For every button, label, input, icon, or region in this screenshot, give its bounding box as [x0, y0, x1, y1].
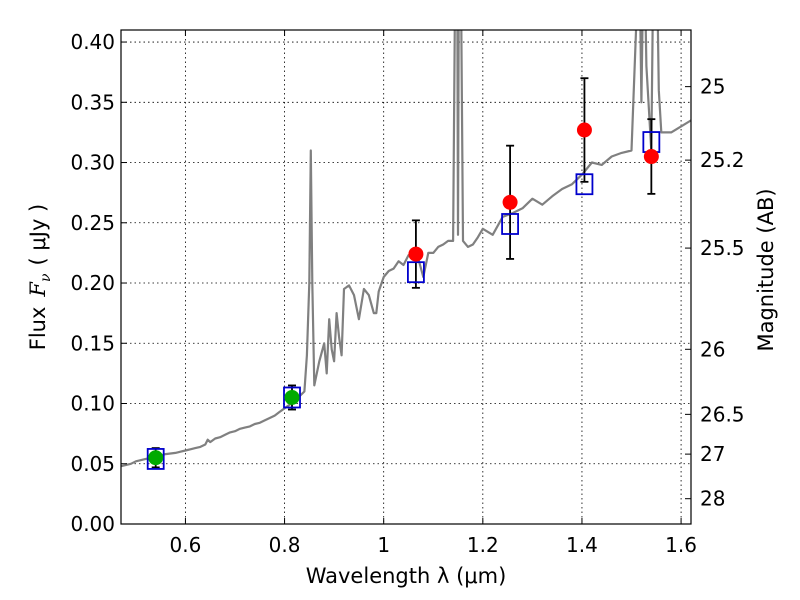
tick-layer: 0.6 0.8 1 1.2 1.4 1.6 0.00 0.05 0.10 0.15 0.20 0.25…	[70, 30, 745, 557]
x-tick-label: 1.4	[566, 533, 598, 557]
x-tick-label: 1	[377, 533, 390, 557]
x-tick-label: 0.8	[269, 533, 301, 557]
y-axis-label-unit: ( μJy )	[26, 204, 50, 266]
model-photometry-square	[501, 213, 519, 235]
y-tick-label: 0.30	[70, 151, 115, 175]
observed-nir-point	[576, 122, 592, 138]
y-tick-label: 0.00	[70, 512, 115, 536]
observed-optical-point	[148, 450, 164, 466]
y-tick-label: 0.05	[70, 452, 115, 476]
y-axis-label-sub: ν	[38, 273, 54, 282]
y2-tick-label: 25	[700, 75, 725, 99]
y2-tick-label: 28	[700, 487, 725, 511]
y2-tick-label: 25.5	[700, 236, 745, 260]
x-tick-label: 1.6	[665, 533, 697, 557]
y-tick-label: 0.25	[70, 211, 115, 235]
data-layer	[121, 30, 691, 470]
y-axis-label-symbol: F	[26, 281, 50, 298]
x-axis-label: Wavelength λ (μm)	[306, 564, 507, 588]
y-tick-label: 0.40	[70, 30, 115, 54]
model-photometry-square	[283, 386, 301, 409]
y2-axis-label: Magnitude (AB)	[754, 188, 778, 351]
observed-nir-point	[408, 246, 424, 262]
plot-frame	[120, 29, 692, 525]
y-tick-label: 0.35	[70, 90, 115, 114]
y-tick-label: 0.10	[70, 392, 115, 416]
y-tick-label: 0.15	[70, 331, 115, 355]
model-photometry-square	[575, 173, 594, 196]
y2-tick-label: 27	[700, 442, 725, 466]
model-photometry-square	[146, 448, 165, 470]
y-tick-label: 0.20	[70, 271, 115, 295]
observed-nir-point	[643, 149, 659, 165]
observed-optical-point	[284, 389, 300, 405]
y2-tick-label: 25.2	[700, 148, 745, 172]
y-axis-label: Flux Fν ( μJy )	[26, 204, 54, 350]
model-photometry-square	[407, 261, 425, 284]
model-spectrum-line	[121, 30, 691, 468]
observed-nir-point	[502, 194, 518, 210]
y2-tick-label: 26.5	[700, 402, 745, 426]
x-tick-label: 0.6	[170, 533, 202, 557]
x-tick-label: 1.2	[467, 533, 499, 557]
y-axis-label-prefix: Flux	[26, 307, 50, 351]
y2-tick-label: 26	[700, 337, 725, 361]
grid-layer	[121, 30, 691, 525]
